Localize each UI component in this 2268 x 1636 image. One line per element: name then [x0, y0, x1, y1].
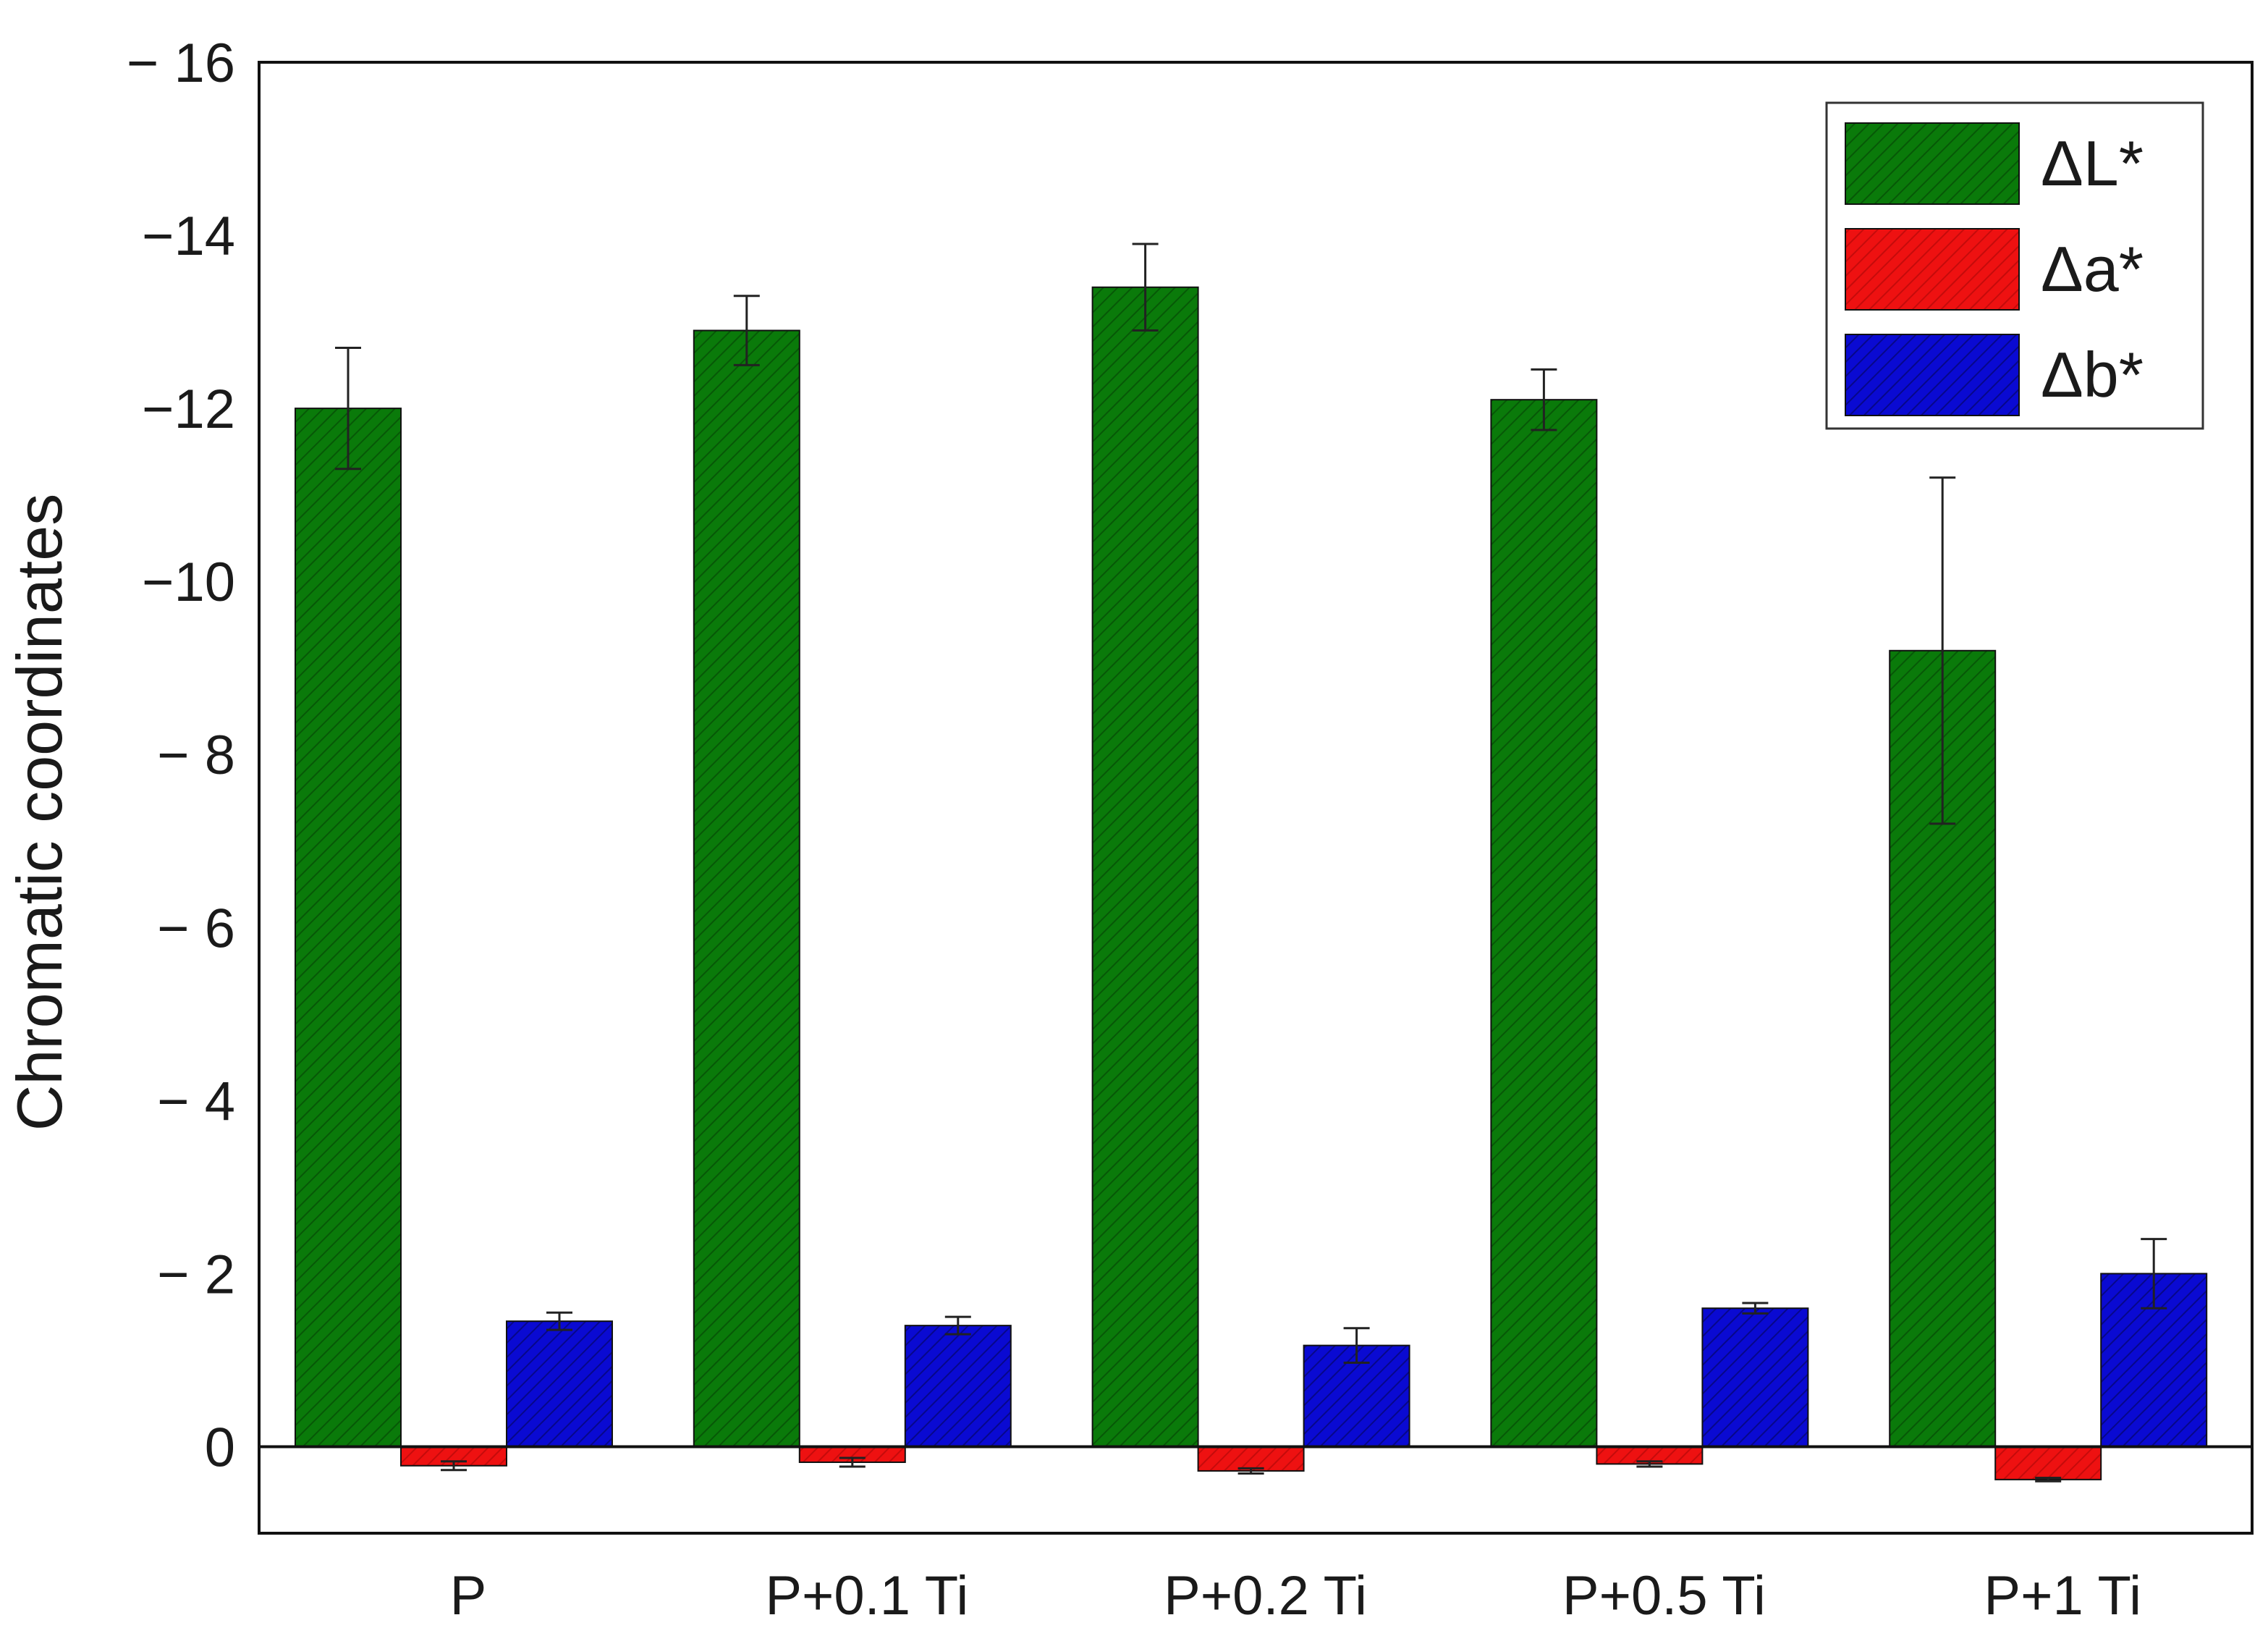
- y-tick-label-16: − 16: [127, 33, 235, 94]
- x-tick-label-p-1-ti: P+1 Ti: [1984, 1565, 2141, 1627]
- error-bar-b-p-0-5-ti: [1742, 1302, 1769, 1315]
- error-bar-a-p-0-1-ti: [839, 1456, 866, 1468]
- error-bars-layer: [335, 243, 2167, 1483]
- y-tick-label-8: − 8: [157, 725, 235, 786]
- legend-swatch: [1845, 122, 2020, 205]
- y-axis-ticks: − 16 −14 −12 −10 − 8 − 6 − 4 − 2 0: [127, 33, 235, 1478]
- error-bar-b-p-1-ti: [2141, 1238, 2167, 1310]
- plot-area-frame: [258, 61, 2254, 1535]
- x-tick-label-p-0-2-ti: P+0.2 Ti: [1164, 1565, 1367, 1627]
- error-bar-b-p-0-2-ti: [1343, 1327, 1370, 1365]
- y-tick-label-0: 0: [205, 1417, 235, 1478]
- error-bar-l-p-1-ti: [1929, 476, 1956, 825]
- x-tick-label-p-0-1-ti: P+0.1 Ti: [765, 1565, 968, 1627]
- legend-item-l: ΔL*: [1845, 122, 2144, 205]
- bar-a-p-1-ti: [1994, 1446, 2102, 1480]
- y-axis-title: Chromatic coordinates: [4, 494, 75, 1131]
- bar-b-p-0-5-ti: [1701, 1307, 1809, 1448]
- legend-item-b: Δb*: [1845, 334, 2144, 416]
- error-bar-a-p-0-2-ti: [1237, 1467, 1264, 1475]
- x-tick-label-p: P: [450, 1565, 487, 1627]
- legend: ΔL* Δa* Δb*: [1825, 101, 2204, 430]
- error-bar-l-p-0-5-ti: [1531, 368, 1557, 431]
- bar-l-p-0-2-ti: [1091, 286, 1199, 1448]
- error-bar-b-p: [546, 1311, 572, 1331]
- y-tick-label-12: −12: [142, 379, 235, 440]
- bar-l-p-0-5-ti: [1490, 399, 1598, 1448]
- bar-l-p-0-1-ti: [693, 329, 800, 1448]
- error-bar-l-p-0-1-ti: [733, 295, 760, 366]
- y-tick-label-14: −14: [142, 206, 235, 267]
- error-bar-a-p: [441, 1460, 467, 1472]
- x-tick-label-p-0-5-ti: P+0.5 Ti: [1562, 1565, 1766, 1627]
- y-tick-label-10: −10: [142, 552, 235, 613]
- error-bar-a-p-0-5-ti: [1636, 1460, 1663, 1468]
- bar-b-p: [506, 1320, 613, 1448]
- x-axis-category-labels: P P+0.1 Ti P+0.2 Ti P+0.5 Ti P+1 Ti: [450, 1565, 2141, 1627]
- bar-l-p: [295, 408, 402, 1448]
- y-tick-label-2: − 2: [157, 1244, 235, 1305]
- legend-swatch: [1845, 228, 2020, 311]
- legend-label: Δb*: [2041, 339, 2144, 410]
- error-bar-l-p-0-2-ti: [1132, 243, 1159, 332]
- error-bar-b-p-0-1-ti: [944, 1315, 971, 1336]
- y-tick-label-6: − 6: [157, 898, 235, 959]
- legend-item-a: Δa*: [1845, 228, 2144, 311]
- y-tick-label-4: − 4: [157, 1071, 235, 1132]
- legend-swatch: [1845, 334, 2020, 416]
- legend-label: ΔL*: [2041, 127, 2144, 199]
- error-bar-a-p-1-ti: [2035, 1477, 2062, 1483]
- error-bar-l-p: [335, 346, 361, 471]
- bar-b-p-0-1-ti: [904, 1325, 1012, 1448]
- legend-label: Δa*: [2041, 233, 2144, 305]
- bars-layer: [295, 286, 2208, 1480]
